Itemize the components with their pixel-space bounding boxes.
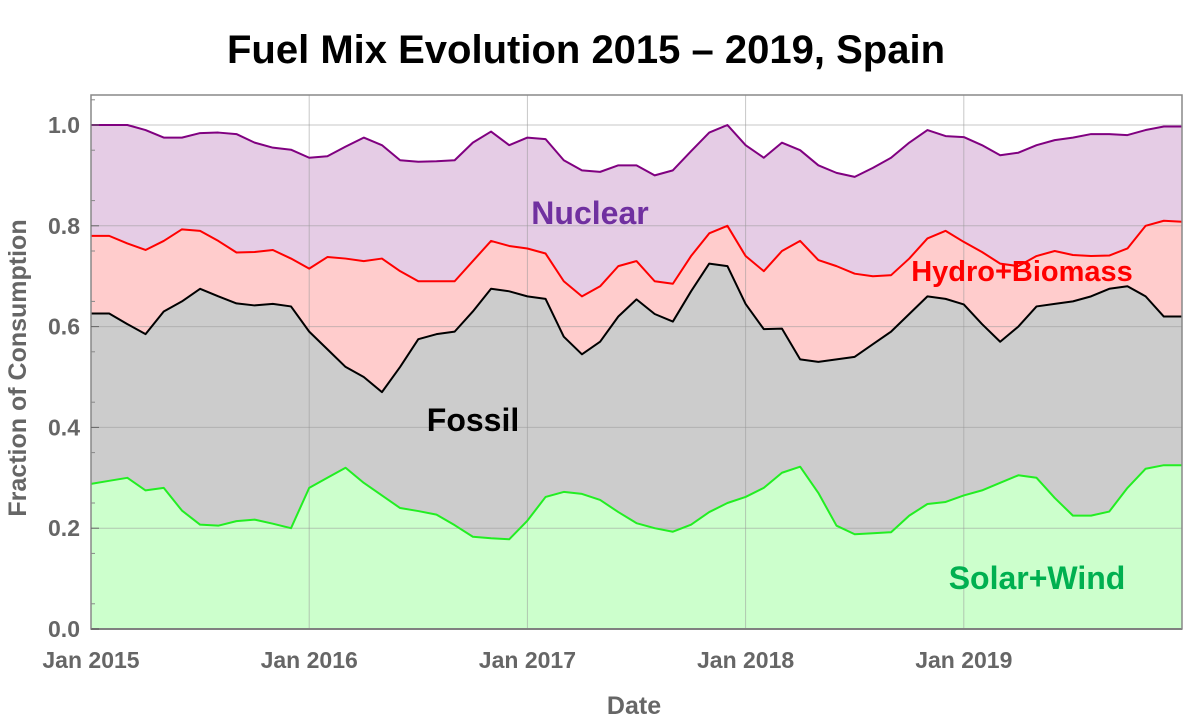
y-tick-label: 0.0 bbox=[48, 616, 80, 642]
series-label-nuclear: Nuclear bbox=[531, 195, 648, 231]
line-hydro-biomass bbox=[91, 219, 1183, 298]
x-tick-label: Jan 2015 bbox=[42, 647, 139, 673]
line-solar-wind bbox=[90, 464, 1182, 541]
x-tick-label: Jan 2016 bbox=[261, 647, 358, 673]
stacked-areas bbox=[91, 125, 1182, 629]
x-axis: Jan 2015 Jan 2016 Jan 2017 Jan 2018 Jan 2019 bbox=[42, 647, 1012, 673]
y-axis: 0.0 0.2 0.4 0.6 0.8 1.0 bbox=[48, 99, 99, 642]
series-label-hydro-biomass: Hydro+Biomass bbox=[911, 256, 1133, 288]
y-tick-label: 0.6 bbox=[48, 314, 80, 340]
x-tick-label: Jan 2019 bbox=[915, 647, 1012, 673]
x-tick-label: Jan 2017 bbox=[479, 647, 576, 673]
y-tick-label: 0.4 bbox=[48, 414, 80, 440]
y-tick-label: 1.0 bbox=[48, 112, 80, 138]
y-axis-label: Fraction of Consumption bbox=[4, 219, 32, 516]
area-solar-wind bbox=[91, 465, 1182, 629]
x-axis-label: Date bbox=[607, 692, 661, 720]
x-tick-label: Jan 2018 bbox=[697, 647, 794, 673]
series-label-fossil: Fossil bbox=[427, 402, 519, 438]
y-tick-label: 0.8 bbox=[48, 213, 80, 239]
y-tick-label: 0.2 bbox=[48, 515, 80, 541]
plot-frame bbox=[90, 94, 1183, 630]
line-nuclear bbox=[91, 124, 1182, 178]
area-hydro-biomass bbox=[91, 220, 1182, 393]
area-fossil bbox=[91, 263, 1182, 540]
area-nuclear bbox=[91, 125, 1182, 297]
chart-title: Fuel Mix Evolution 2015 – 2019, Spain bbox=[227, 28, 945, 72]
line-fossil bbox=[91, 262, 1182, 394]
series-label-solar-wind: Solar+Wind bbox=[949, 560, 1126, 596]
